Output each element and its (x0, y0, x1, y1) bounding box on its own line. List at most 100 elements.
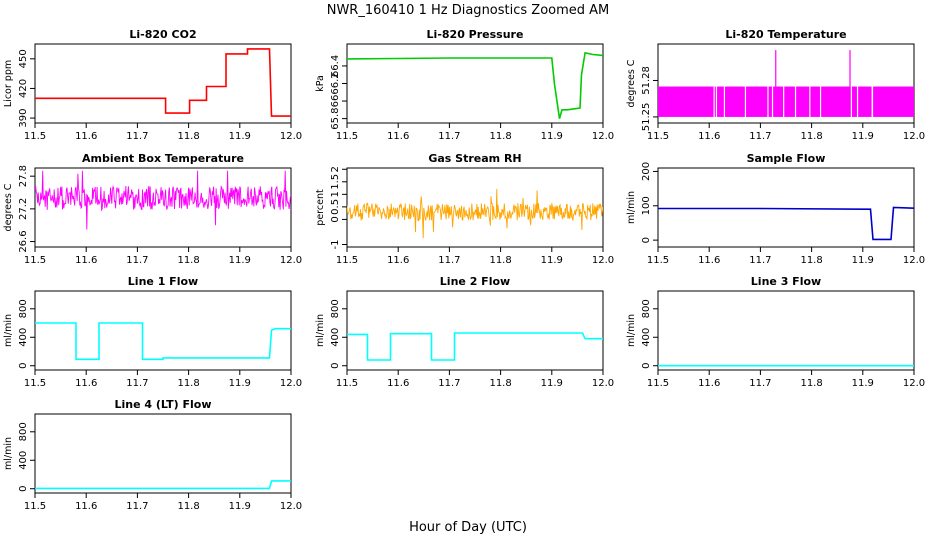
plot-frame (346, 290, 604, 371)
y-tick-label: 0 (641, 363, 652, 369)
figure-title: NWR_160410 1 Hz Diagnostics Zoomed AM (327, 3, 610, 18)
x-tick-label: 11.5 (647, 378, 669, 389)
y-axis-label: Licor ppm (3, 60, 14, 107)
x-tick-label: 11.7 (126, 378, 148, 389)
x-tick-label: 11.8 (177, 131, 199, 142)
x-tick-label: 11.7 (438, 378, 460, 389)
y-tick-label: 0 (18, 363, 29, 369)
x-tick-label: 11.8 (489, 131, 511, 142)
series-group (347, 51, 603, 119)
panel-title: Line 2 Flow (440, 275, 510, 288)
y-tick-label: 390 (18, 109, 29, 128)
panel-title: Sample Flow (747, 152, 826, 165)
x-tick-label: 11.8 (800, 255, 822, 266)
panel-p5: Gas Stream RH percent 11.5 11.6 11.7 11.8 11.9… (315, 152, 614, 266)
y-tick-label: 100 (641, 196, 652, 215)
x-tick-label: 12.0 (592, 255, 614, 266)
y-tick-label: 400 (18, 328, 29, 347)
x-tick-label: 11.8 (489, 255, 511, 266)
x-tick-label: 11.7 (438, 131, 460, 142)
y-tick-label: 420 (18, 79, 29, 98)
x-tick-label: 11.7 (126, 131, 148, 142)
y-tick-label: 800 (330, 299, 341, 318)
x-tick-label: 11.9 (541, 131, 563, 142)
plot-frame (657, 43, 915, 124)
y-tick-label: 27.8 (18, 165, 29, 187)
x-tick-label: 11.6 (75, 131, 97, 142)
x-tick-label: 11.6 (387, 255, 409, 266)
series-group (658, 50, 914, 117)
x-tick-label: 11.5 (24, 501, 46, 512)
x-tick-label: 11.5 (24, 378, 46, 389)
y-tick-label: 66.2 (330, 72, 341, 94)
y-tick-label: 200 (641, 162, 652, 181)
plot-frame (657, 167, 915, 248)
panels: Li-820 CO2 Licor ppm 11.5 11.6 11.7 11.8 11.9 1… (3, 28, 925, 512)
plot-frame (34, 167, 292, 248)
y-tick-label: 450 (18, 49, 29, 68)
x-tick-label: 11.5 (336, 255, 358, 266)
series-group (35, 48, 291, 117)
panel-p4: Ambient Box Temperature degrees C 11.5 11.6… (3, 152, 302, 266)
x-tick-label: 11.8 (177, 255, 199, 266)
plot-frame (34, 43, 292, 124)
y-tick-label: 66 (330, 95, 341, 108)
x-tick-label: 11.5 (24, 131, 46, 142)
x-tick-label: 11.8 (177, 501, 199, 512)
series-line (347, 332, 603, 361)
panel-title: Line 1 Flow (128, 275, 198, 288)
x-tick-label: 11.6 (698, 131, 720, 142)
panel-p2: Li-820 Pressure kPa 11.5 11.6 11.7 11.8 11.9 12… (315, 28, 614, 142)
x-tick-label: 12.0 (592, 378, 614, 389)
series-group (35, 322, 291, 361)
x-tick-label: 11.8 (800, 131, 822, 142)
panel-title: Li-820 CO2 (129, 28, 196, 41)
x-tick-label: 11.8 (177, 378, 199, 389)
series-line (35, 480, 291, 490)
x-tick-label: 11.5 (647, 131, 669, 142)
x-tick-label: 11.5 (336, 378, 358, 389)
series-group (658, 206, 914, 241)
plot-frame (346, 167, 604, 248)
panel-p8: Line 2 Flow ml/min 11.5 11.6 11.7 11.8 11.9 12.… (315, 275, 614, 389)
y-tick-label: 0 (330, 216, 341, 222)
y-axis-label: degrees C (3, 183, 14, 231)
y-tick-label: 51.28 (641, 66, 652, 95)
y-axis-label: ml/min (315, 314, 326, 347)
panel-p6: Sample Flow ml/min 11.5 11.6 11.7 11.8 11.9 12.… (626, 152, 925, 266)
plot-frame (657, 290, 915, 371)
y-tick-label: 0 (641, 237, 652, 243)
y-tick-label: 66.4 (330, 55, 341, 77)
series-line (347, 51, 603, 119)
x-tick-label: 11.6 (698, 255, 720, 266)
y-tick-label: 400 (641, 328, 652, 347)
x-tick-label: 12.0 (903, 255, 925, 266)
y-tick-label: 400 (330, 328, 341, 347)
series-line (658, 206, 914, 241)
y-tick-label: 0.5 (330, 199, 341, 215)
y-axis-label: ml/min (626, 191, 637, 224)
x-tick-label: 12.0 (280, 378, 302, 389)
y-axis-label: ml/min (3, 314, 14, 347)
panel-title: Line 3 Flow (751, 275, 821, 288)
y-axis-label: ml/min (3, 437, 14, 470)
x-tick-label: 11.7 (126, 255, 148, 266)
panel-p7: Line 1 Flow ml/min 11.5 11.6 11.7 11.8 11.9 12.… (3, 275, 302, 389)
series-line (35, 48, 291, 117)
x-tick-label: 12.0 (903, 378, 925, 389)
y-tick-label: 1.5 (330, 174, 341, 190)
panel-p1: Li-820 CO2 Licor ppm 11.5 11.6 11.7 11.8 11.9 1… (3, 28, 302, 142)
panel-title: Li-820 Pressure (427, 28, 524, 41)
x-tick-label: 11.6 (75, 501, 97, 512)
y-tick-label: 400 (18, 451, 29, 470)
x-tick-label: 11.9 (541, 255, 563, 266)
series-line (347, 188, 603, 239)
y-tick-label: 800 (641, 299, 652, 318)
x-tick-label: 11.9 (229, 131, 251, 142)
x-tick-label: 11.9 (229, 501, 251, 512)
x-tick-label: 11.7 (749, 255, 771, 266)
panel-p10: Line 4 (LT) Flow ml/min 11.5 11.6 11.7 11.8 11… (3, 398, 302, 512)
x-tick-label: 11.7 (438, 255, 460, 266)
y-tick-label: 800 (18, 422, 29, 441)
